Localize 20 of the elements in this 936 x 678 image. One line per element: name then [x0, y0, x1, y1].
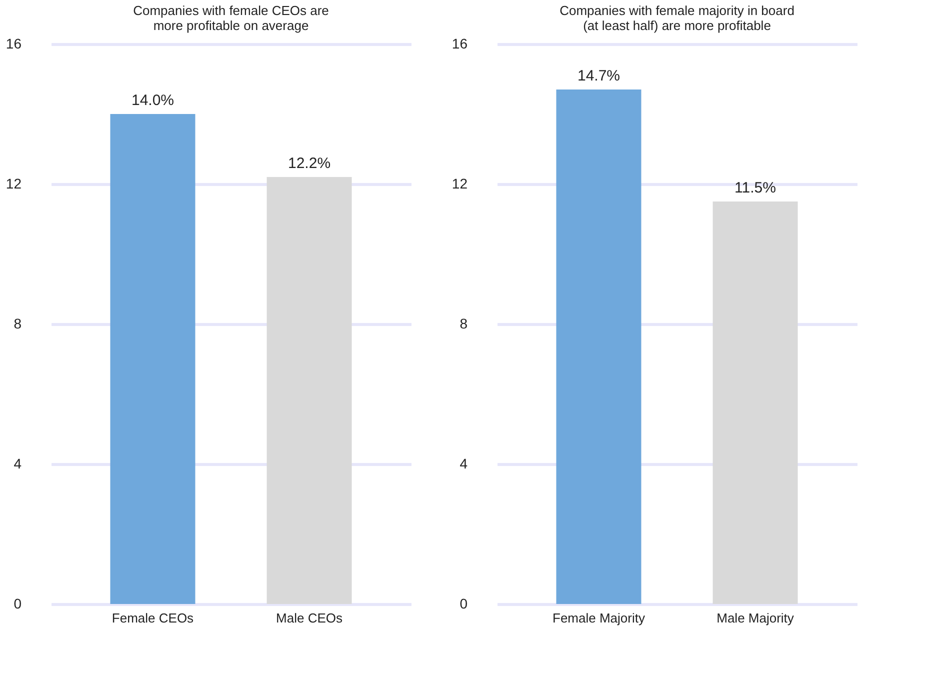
- chart-title: Companies with female CEOs are more profitable on average: [133, 3, 329, 33]
- x-tick-label: Male Majority: [716, 610, 794, 626]
- x-tick-label: Male CEOs: [276, 610, 343, 626]
- y-tick-label: 4: [14, 456, 22, 472]
- y-tick-label: 16: [6, 36, 22, 52]
- y-tick-label: 12: [452, 176, 468, 192]
- x-tick-label: Female Majority: [552, 610, 646, 626]
- data-label: 14.0%: [131, 92, 174, 109]
- y-tick-label: 4: [460, 456, 468, 472]
- data-label: 14.7%: [577, 68, 620, 84]
- y-tick-label: 8: [14, 316, 22, 332]
- y-tick-label: 12: [6, 176, 22, 192]
- data-label: 11.5%: [734, 180, 776, 196]
- y-tick-label: 8: [460, 316, 468, 332]
- x-tick-label: Female CEOs: [112, 610, 194, 626]
- chart-title: Companies with female majority in board (at least half) are more profitable: [560, 3, 794, 33]
- y-tick-label: 0: [460, 596, 468, 612]
- y-tick-label: 16: [452, 36, 468, 52]
- y-tick-label: 0: [14, 596, 22, 612]
- data-label: 12.2%: [288, 155, 331, 172]
